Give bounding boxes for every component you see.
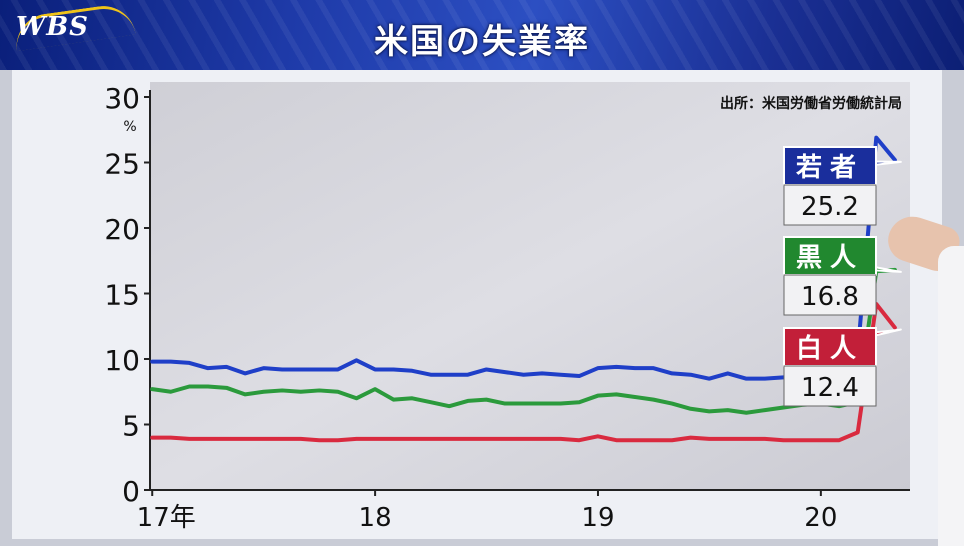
series-name-box	[783, 327, 877, 367]
y-tick-label: 10	[104, 344, 140, 377]
y-tick-label: 25	[104, 148, 140, 181]
y-tick-label: 5	[122, 410, 140, 443]
y-tick-label: 0	[122, 475, 140, 508]
source-note: 出所：米国労働省労働統計局	[720, 95, 902, 112]
series-name-label: 若者	[796, 153, 864, 183]
series-line-2	[150, 267, 897, 415]
series-line-1	[150, 135, 897, 381]
series-line-3	[150, 301, 897, 443]
y-tick-label: 15	[104, 279, 140, 312]
x-tick-label: 17年	[137, 503, 196, 533]
wbs-logo: WBS	[16, 12, 89, 42]
series-name-label: 白人	[796, 333, 864, 364]
y-axis-unit: %	[123, 119, 136, 135]
x-tick-label: 20	[804, 503, 837, 533]
y-tick-label: 30	[104, 82, 140, 115]
series-value-box	[783, 365, 877, 407]
title-banner	[0, 0, 964, 70]
series-value-label: 16.8	[801, 282, 859, 312]
series-name-box	[783, 236, 877, 276]
series-value-label: 25.2	[801, 192, 859, 222]
series-value-box	[783, 184, 877, 226]
series-value-label: 12.4	[801, 373, 859, 403]
x-tick-label: 18	[359, 503, 392, 533]
x-tick-label: 19	[581, 503, 614, 533]
series-value-box	[783, 274, 877, 316]
page-title: 米国の失業率	[374, 22, 590, 62]
y-tick-label: 20	[104, 213, 140, 246]
presenter-hand	[882, 206, 964, 546]
series-name-box	[783, 146, 877, 186]
series-name-label: 黒人	[796, 243, 864, 273]
